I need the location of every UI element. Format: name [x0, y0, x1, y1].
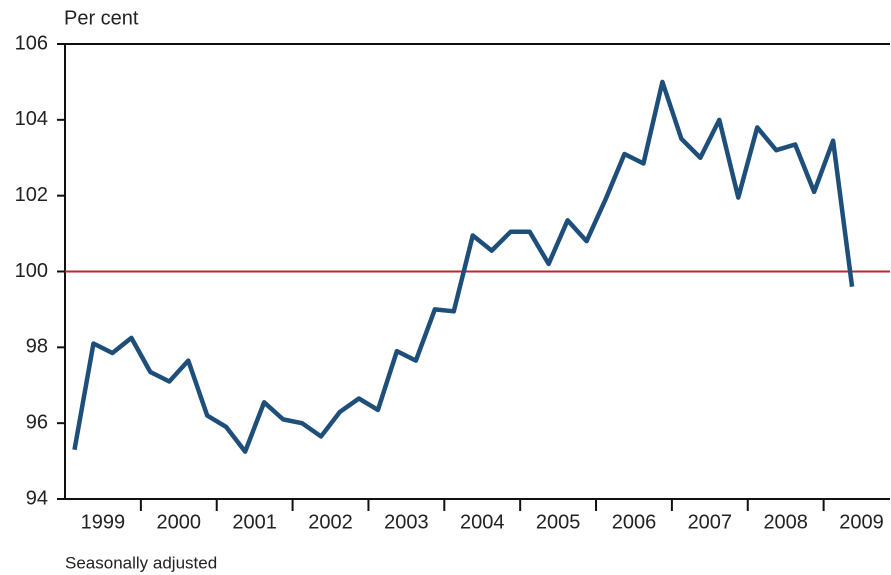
x-tick-label: 1999 [81, 511, 126, 533]
x-tick-label: 2007 [688, 511, 733, 533]
note: Seasonally adjusted [65, 553, 217, 572]
x-tick-label: 2009 [839, 511, 884, 533]
x-tick-label: 2003 [384, 511, 429, 533]
x-tick-label: 2001 [232, 511, 277, 533]
x-tick-label: 2000 [157, 511, 202, 533]
data-line [72, 79, 855, 454]
y-tick-label: 106 [15, 32, 48, 54]
y-tick-label: 102 [15, 184, 48, 206]
x-tick-label: 2008 [763, 511, 808, 533]
y-tick-label: 96 [26, 411, 48, 433]
y-tick-label: 94 [26, 487, 48, 509]
y-axis-label: Per cent [64, 7, 139, 29]
x-tick-label: 2002 [308, 511, 353, 533]
x-tick-label: 2005 [536, 511, 581, 533]
x-tick-label: 2004 [460, 511, 505, 533]
x-tick-label: 2006 [612, 511, 657, 533]
y-tick-label: 104 [15, 108, 48, 130]
y-tick-label: 98 [26, 336, 48, 358]
y-tick-label: 100 [15, 260, 48, 282]
